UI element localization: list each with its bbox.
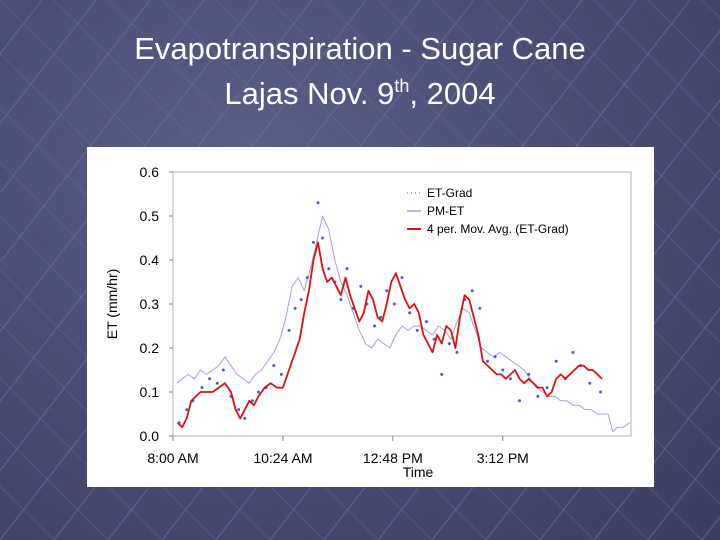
plot-frame [172,171,632,437]
y-tick-label: 0.2 [140,340,160,356]
et-grad-point [339,298,343,302]
et-grad-point [279,372,283,376]
et-grad-point [237,408,241,412]
background-line [0,0,97,125]
et-grad-point [221,368,225,372]
et-grad-point [327,267,331,271]
background-line [0,0,259,333]
et-grad-point [208,377,212,381]
et-grad-point [299,298,303,302]
background-line [539,0,720,181]
et-grad-point [536,394,540,398]
x-tick-label: 10:24 AM [253,450,312,466]
background-line [593,376,720,540]
background-line [0,377,163,540]
et-grad-point [316,201,320,205]
et-grad-point [287,328,291,332]
background-line [0,431,109,540]
et-grad-point [373,324,377,328]
title-line-2-prefix: Lajas Nov. 9 [224,76,395,111]
et-grad-point [359,284,363,288]
background-line [593,0,720,127]
et-grad-point [256,390,260,394]
et-grad-point [470,289,474,293]
et-grad-point [305,276,309,280]
et-grad-point [345,267,349,271]
et-grad-point [200,386,204,390]
et-grad-point [311,240,315,244]
et-grad-point [185,408,189,412]
et-grad-point [321,236,325,240]
et-grad-point [598,390,602,394]
y-tick-label: 0.3 [140,296,160,312]
et-grad-point [447,342,451,346]
et-grad-point [385,289,389,293]
et-grad-point [392,302,396,306]
title-line-2-suffix: , 2004 [409,76,496,111]
et-grad-point [571,350,575,354]
y-tick-label: 0.5 [140,208,160,224]
et-grad-point [588,381,592,385]
et-grad-point [272,364,276,368]
title-line-2: Lajas Nov. 9th, 2004 [0,71,720,116]
series-line-pm-et [176,215,630,433]
legend-label: ET-Grad [427,186,472,200]
y-tick-label: 0.1 [140,384,160,400]
legend-label: 4 per. Mov. Avg. (ET-Grad) [427,222,569,236]
title-line-1: Evapotranspiration - Sugar Cane [134,31,586,66]
y-tick-label: 0.4 [140,252,160,268]
et-grad-point [518,399,522,403]
et-grad-point [508,377,512,381]
et-grad-point [455,350,459,354]
et-grad-point [432,337,436,341]
chart-panel: 0.0 0.1 0.2 0.3 0.4 0.5 0.6 8:00 AM 10:24 AM 12:4… [87,147,654,487]
et-grad-point [478,306,482,310]
et-grad-point [527,372,531,376]
x-tick-label: 12:48 PM [363,450,423,466]
background-line [485,0,720,235]
background-line [0,0,151,194]
et-grad-point [501,368,505,372]
et-grad-point [293,306,297,310]
background-line [0,0,205,264]
et-grad-point [440,372,444,376]
et-grad-point [215,381,219,385]
background-line [431,0,720,289]
x-tick-label: 3:12 PM [477,450,529,466]
slide-title: Evapotranspiration - Sugar Cane Lajas No… [0,26,720,116]
et-chart: 0.0 0.1 0.2 0.3 0.4 0.5 0.6 8:00 AM 10:24 AM 12:4… [104,164,632,480]
et-grad-point [379,315,383,319]
et-grad-point [554,359,558,363]
et-grad-point [545,386,549,390]
et-grad-point [493,355,497,359]
y-axis-label: ET (mm/hr) [104,269,120,340]
et-grad-point [485,359,489,363]
et-grad-point [408,311,412,315]
y-tick-label: 0.0 [140,428,160,444]
x-axis-label: Time [403,464,434,480]
y-tick-label: 0.6 [140,164,160,180]
et-grad-point [415,328,419,332]
et-grad-point [243,416,247,420]
background-line [647,446,720,540]
et-grad-point [400,276,404,280]
et-grad-point [424,320,428,324]
title-superscript: th [394,76,410,96]
x-tick-label: 8:00 AM [147,450,198,466]
et-grad-point [250,399,254,403]
series-line-moving-average [176,241,603,429]
legend-label: PM-ET [427,204,465,218]
